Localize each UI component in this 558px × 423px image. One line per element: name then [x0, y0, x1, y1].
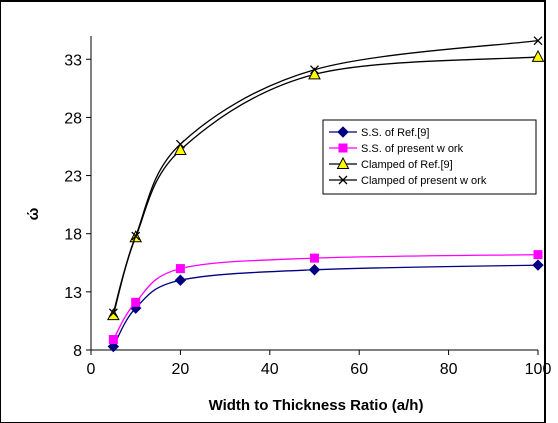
x-tick-label: 100: [525, 361, 552, 378]
y-tick-label: 23: [64, 169, 82, 186]
legend-entry: Clamped of present w ork: [329, 175, 487, 187]
series-4: [108, 36, 543, 318]
series-line: [112, 264, 539, 347]
legend-entry: Clamped of Ref.[9]: [329, 156, 453, 171]
x-tick-label: 60: [350, 361, 368, 378]
y-tick-label: 13: [64, 285, 82, 302]
legend-box: [322, 119, 537, 195]
data-point: [175, 264, 185, 274]
series-1: [107, 259, 544, 353]
y-tick-label: 18: [64, 227, 82, 244]
data-point: [175, 139, 185, 149]
y-tick-label: 8: [73, 343, 82, 360]
data-point: [532, 259, 544, 271]
y-tick-label: 33: [64, 52, 82, 69]
series-2: [108, 250, 543, 345]
legend-label: Clamped of present w ork: [361, 175, 487, 187]
series-line: [112, 40, 539, 313]
y-tick-label: 28: [64, 110, 82, 127]
data-point: [131, 297, 141, 307]
data-point: [108, 308, 118, 318]
data-point: [531, 49, 545, 62]
x-tick-label: 0: [87, 361, 96, 378]
series-layer: [107, 36, 545, 353]
legend: S.S. of Ref.[9] S.S. of present w ork Clam…: [322, 119, 537, 195]
data-point: [174, 142, 187, 155]
x-axis-title: Width to Thickness Ratio (a/h): [209, 397, 424, 414]
x-tick-label: 40: [261, 361, 279, 378]
y-axis-title: ώ: [25, 207, 42, 220]
data-point: [107, 308, 120, 321]
data-point: [131, 231, 141, 241]
legend-label: S.S. of present w ork: [361, 143, 464, 155]
x-tick-label: 20: [172, 361, 190, 378]
legend-entry: S.S. of Ref.[9]: [329, 126, 429, 139]
data-point: [533, 36, 543, 46]
legend-marker: [338, 143, 348, 153]
data-point: [108, 335, 118, 345]
legend-label: S.S. of Ref.[9]: [361, 127, 429, 139]
data-point: [308, 264, 321, 276]
legend-marker: [338, 175, 348, 185]
x-tick-label: 80: [440, 361, 458, 378]
data-point: [310, 253, 319, 263]
data-point: [310, 65, 319, 75]
data-point: [533, 250, 543, 260]
legend-entry: S.S. of present w ork: [329, 143, 464, 155]
legend-marker: [336, 156, 350, 169]
data-point: [308, 67, 321, 80]
axes: 8 13 18 23 28 33 0 20 40 60 80 100: [64, 36, 551, 378]
legend-label: Clamped of Ref.[9]: [361, 159, 453, 171]
legend-marker: [337, 126, 349, 138]
data-point: [174, 274, 187, 286]
